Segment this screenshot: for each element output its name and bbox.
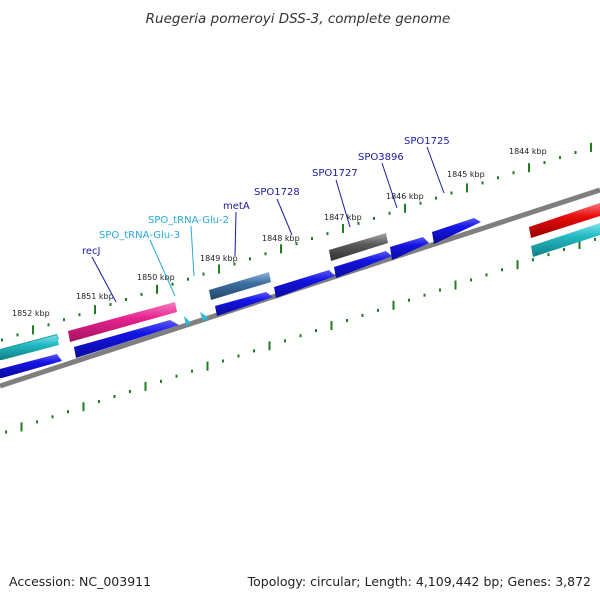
kbp-label: 1846 kbp — [386, 192, 424, 201]
feature-recj[interactable] — [68, 302, 177, 342]
map-title: Ruegeria pomeroyi DSS-3, complete genome — [146, 11, 451, 27]
leader-recj — [91, 256, 117, 303]
leader-trna-glu-3 — [149, 239, 176, 297]
label-leaders — [91, 146, 445, 303]
gene-label-recj[interactable]: recJ — [82, 246, 101, 257]
cds-arrow[interactable] — [0, 354, 62, 378]
trna-glu-3-marker[interactable] — [184, 316, 191, 326]
kbp-label: 1851 kbp — [76, 292, 114, 301]
accession-text: Accession: NC_003911 — [9, 574, 151, 589]
leader-spo1725 — [426, 146, 445, 194]
kbp-label: 1848 kbp — [262, 234, 300, 243]
kbp-label: 1850 kbp — [137, 273, 175, 282]
feature-meta[interactable] — [209, 272, 271, 300]
leader-spo1727 — [335, 179, 351, 228]
cds-arrow[interactable] — [334, 251, 392, 278]
gene-label-trna-glu-3[interactable]: SPO_tRNA-Glu-3 — [99, 230, 180, 241]
gene-label-spo3896[interactable]: SPO3896 — [358, 152, 404, 163]
kbp-label: 1852 kbp — [12, 309, 50, 318]
kbp-label: 1849 kbp — [200, 254, 238, 263]
cds-arrow[interactable] — [390, 237, 429, 260]
leader-trna-glu-2 — [190, 225, 195, 277]
cds-arrow[interactable] — [74, 320, 179, 358]
topology-summary: Topology: circular; Length: 4,109,442 bp… — [247, 574, 591, 589]
feature-track-forward — [0, 203, 600, 363]
kbp-scale-labels: 1852 kbp 1851 kbp 1850 kbp 1849 kbp 1848… — [12, 147, 547, 318]
cds-arrow[interactable] — [274, 270, 335, 298]
gene-label-spo1727[interactable]: SPO1727 — [312, 168, 358, 179]
kbp-label: 1845 kbp — [447, 170, 485, 179]
kbp-label: 1847 kbp — [324, 213, 362, 222]
leader-spo3896 — [381, 162, 398, 209]
cds-arrow[interactable] — [215, 292, 273, 316]
gene-labels: recJ SPO_tRNA-Glu-3 SPO_tRNA-Glu-2 metA … — [82, 136, 450, 257]
cds-arrow[interactable] — [432, 218, 481, 244]
kbp-label: 1844 kbp — [509, 147, 547, 156]
feature-track-cds — [0, 218, 600, 378]
trna-glu-2-marker[interactable] — [200, 312, 209, 321]
feature-cyan-right[interactable] — [531, 223, 600, 257]
leader-meta — [234, 211, 237, 257]
leader-spo1728 — [276, 198, 293, 236]
gene-label-meta[interactable]: metA — [223, 201, 250, 212]
feature-red-right[interactable] — [529, 203, 600, 238]
gene-label-trna-glu-2[interactable]: SPO_tRNA-Glu-2 — [148, 215, 229, 226]
gene-label-spo1728[interactable]: SPO1728 — [254, 187, 300, 198]
gene-label-spo1725[interactable]: SPO1725 — [404, 136, 450, 147]
feature-spo1727[interactable] — [329, 233, 388, 261]
outer-tick-ring — [1, 142, 592, 342]
feature-cyan-left[interactable] — [0, 335, 59, 360]
inner-tick-ring — [5, 237, 596, 434]
